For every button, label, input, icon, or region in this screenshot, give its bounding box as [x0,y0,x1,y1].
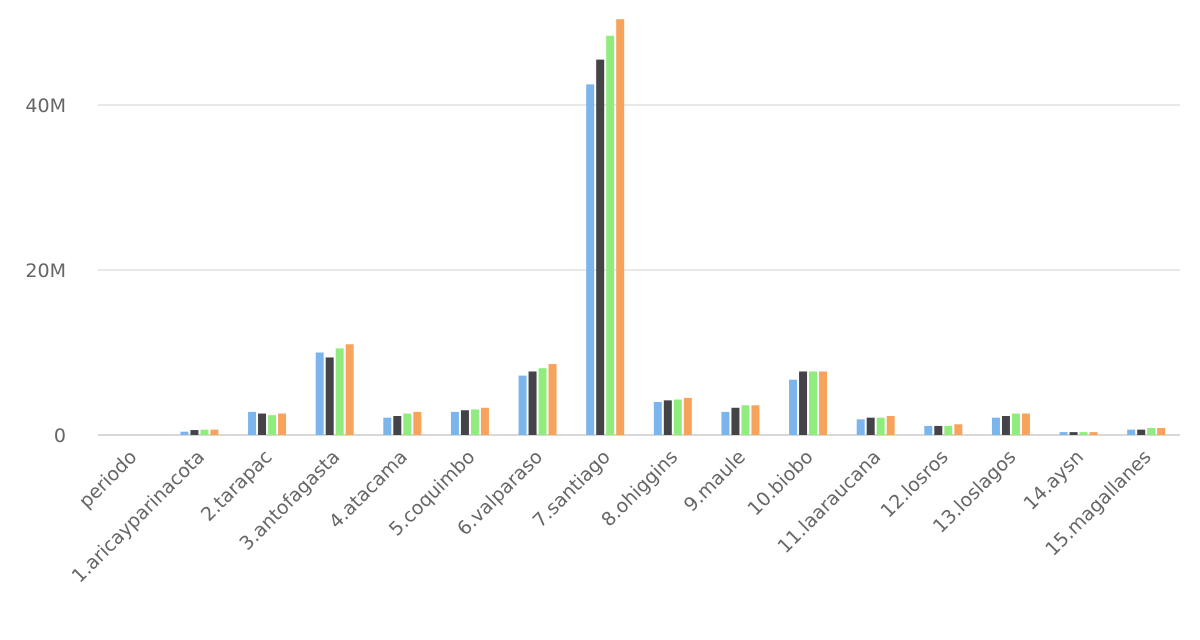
bar [460,410,469,435]
bar [335,348,344,436]
bar [789,379,798,435]
bar [1137,429,1146,435]
bar [1157,427,1166,435]
bar [200,429,209,435]
bar [673,399,682,435]
bar [518,375,527,435]
bar [991,417,1000,435]
bar [210,429,219,435]
bar [586,84,595,436]
bar [866,417,875,435]
bar [954,424,963,435]
bar [548,364,557,435]
bar [528,371,537,435]
bar [1011,413,1020,435]
x-tick-label: 1.aricayparinacota [68,446,209,587]
bar [403,413,412,435]
bar [606,35,615,435]
bar [1021,413,1030,435]
y-axis-ticks: 0 20M 40M [25,95,66,447]
bar [345,344,354,435]
bar [653,402,662,435]
y-tick-label: 0 [54,425,66,447]
bar [413,411,422,435]
bar [934,425,943,435]
bars [180,19,1166,436]
gridlines [98,104,1180,436]
bar [325,357,334,435]
x-tick-label: 9.maule [680,446,750,516]
bar [683,397,692,436]
bar [190,430,199,435]
bar [876,417,885,435]
bar [1079,432,1088,435]
bar [258,413,267,435]
bar [268,415,277,435]
bar [278,413,287,435]
bar [731,407,740,435]
y-tick-label: 20M [25,260,66,282]
x-axis-ticks: periodo1.aricayparinacota2.tarapac3.anto… [68,446,1156,587]
bar [856,419,865,435]
bar [663,400,672,435]
x-tick-label: periodo [75,446,142,513]
bar [721,411,730,435]
bar [944,425,953,435]
bar [596,59,605,436]
x-tick-label: 14.aysn [1019,446,1088,515]
bar [180,431,189,435]
bar [924,425,933,435]
bar [383,417,392,435]
bar [480,407,489,435]
bar [470,409,479,435]
bar [1089,432,1098,435]
bar [799,371,808,435]
bar [393,416,402,435]
bar [1001,416,1010,435]
bar [809,371,818,435]
bar [616,19,625,435]
bar [751,405,760,435]
bar [315,352,324,435]
bar [1069,432,1078,435]
bar [248,411,257,435]
bar [538,368,547,435]
bar [741,405,750,435]
bar [1059,432,1068,435]
bar [886,416,895,435]
bar [1147,427,1156,435]
bar [819,371,828,435]
bar [1127,429,1136,435]
bar [450,411,459,435]
y-tick-label: 40M [25,95,66,117]
